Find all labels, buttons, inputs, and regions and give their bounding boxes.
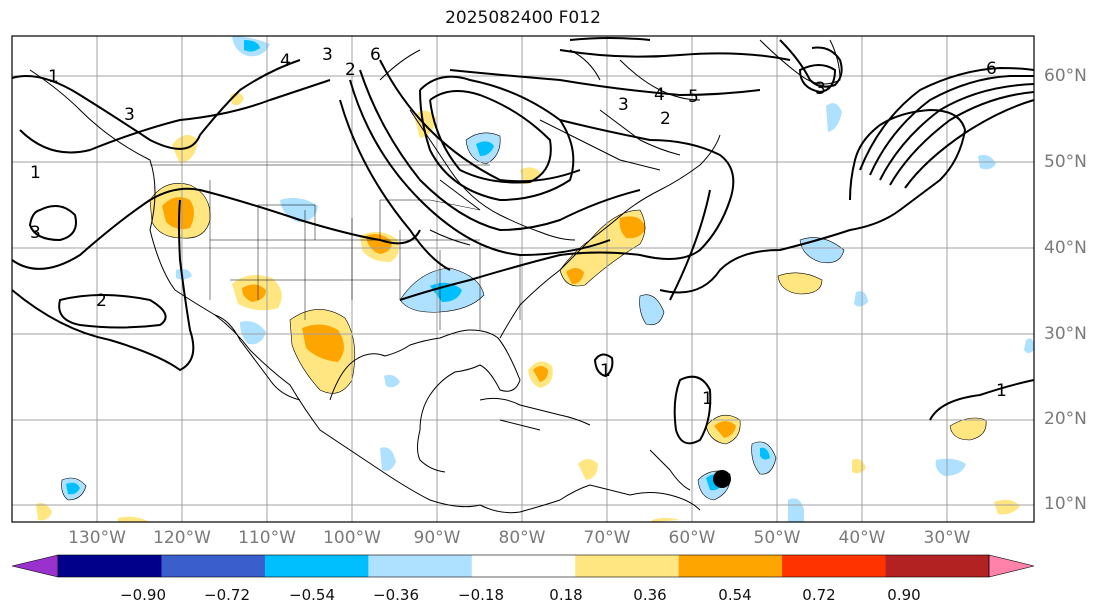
contour-label: 3: [124, 105, 135, 125]
lon-label: 50°W: [753, 528, 801, 548]
colorbar-tick: −0.72: [204, 586, 250, 604]
colorbar-tick: −0.18: [458, 586, 504, 604]
contour-label: 3: [322, 45, 333, 65]
colorbar-tick: 0.36: [633, 586, 667, 604]
colorbar-tick: −0.54: [289, 586, 335, 604]
lon-label: 70°W: [583, 528, 631, 548]
contour-label: 4: [654, 85, 665, 105]
lon-label: 100°W: [323, 528, 381, 548]
lat-label: 10°N: [1044, 494, 1087, 514]
lat-label: 60°N: [1044, 66, 1087, 86]
lon-label: 60°W: [668, 528, 716, 548]
graticule: [12, 36, 1034, 522]
colorbar-frame: [57, 554, 990, 578]
colorbar-segment: [471, 555, 576, 577]
colorbar-segment: [58, 555, 162, 577]
colorbar-segment: [782, 555, 887, 577]
map-title: 2025082400 F012: [445, 8, 601, 28]
lat-label: 50°N: [1044, 152, 1087, 172]
lon-label: 90°W: [413, 528, 461, 548]
lat-label: 20°N: [1044, 409, 1087, 429]
lat-label: 40°N: [1044, 238, 1087, 258]
colorbar-segment: [575, 555, 680, 577]
colorbar-tick: 0.18: [549, 586, 583, 604]
contour-label: 3: [815, 79, 826, 99]
contour-label: 3: [30, 223, 41, 243]
contour-label: 1: [996, 381, 1007, 401]
map-plot-area: 1 3 4 3 6 2 3 4 5 2 6 3 1 1 2 1 1 3: [11, 35, 1035, 523]
contour-label: 6: [370, 45, 381, 65]
colorbar-tick: 0.90: [887, 586, 921, 604]
map-frame: [11, 35, 1035, 523]
lon-label: 110°W: [238, 528, 296, 548]
lon-label: 40°W: [838, 528, 886, 548]
colorbar-segment: [368, 555, 473, 577]
colorbar-segment: [885, 555, 990, 577]
colorbar-tick: 0.54: [718, 586, 752, 604]
colorbar-extend-low: [11, 554, 59, 578]
colorbar-tick: −0.36: [373, 586, 419, 604]
colorbar-segment: [678, 555, 783, 577]
lon-label: 120°W: [153, 528, 211, 548]
contour-label: 1: [600, 361, 611, 381]
colorbar: [11, 554, 1035, 578]
contour-lines: [11, 37, 1035, 445]
contour-label: 4: [280, 51, 291, 71]
colorbar-tick: −0.90: [120, 586, 166, 604]
colorbar-segment: [161, 555, 266, 577]
contour-label: 2: [345, 60, 356, 80]
contour-label: 3: [618, 95, 629, 115]
contour-label: 5: [688, 87, 699, 107]
colorbar-segment: [264, 555, 369, 577]
colorbar-tick: 0.72: [802, 586, 836, 604]
state-borders: [150, 164, 521, 330]
contour-label: 1: [30, 163, 41, 183]
lon-label: 30°W: [923, 528, 971, 548]
contour-labels: 1 3 4 3 6 2 3 4 5 2 6 3 1 1 2 1 1 3: [30, 45, 1007, 409]
contour-label: 1: [702, 389, 713, 409]
storm-marker: [713, 470, 731, 488]
lon-label: 80°W: [498, 528, 546, 548]
colorbar-extend-high: [988, 554, 1035, 578]
contour-label: 2: [96, 291, 107, 311]
contour-label: 6: [986, 59, 997, 79]
lat-label: 30°N: [1044, 324, 1087, 344]
coastlines: [29, 39, 841, 514]
lon-label: 130°W: [68, 528, 126, 548]
negative-anomaly-shading: [61, 36, 1034, 522]
contour-label: 2: [660, 109, 671, 129]
contour-label: 1: [48, 67, 59, 87]
